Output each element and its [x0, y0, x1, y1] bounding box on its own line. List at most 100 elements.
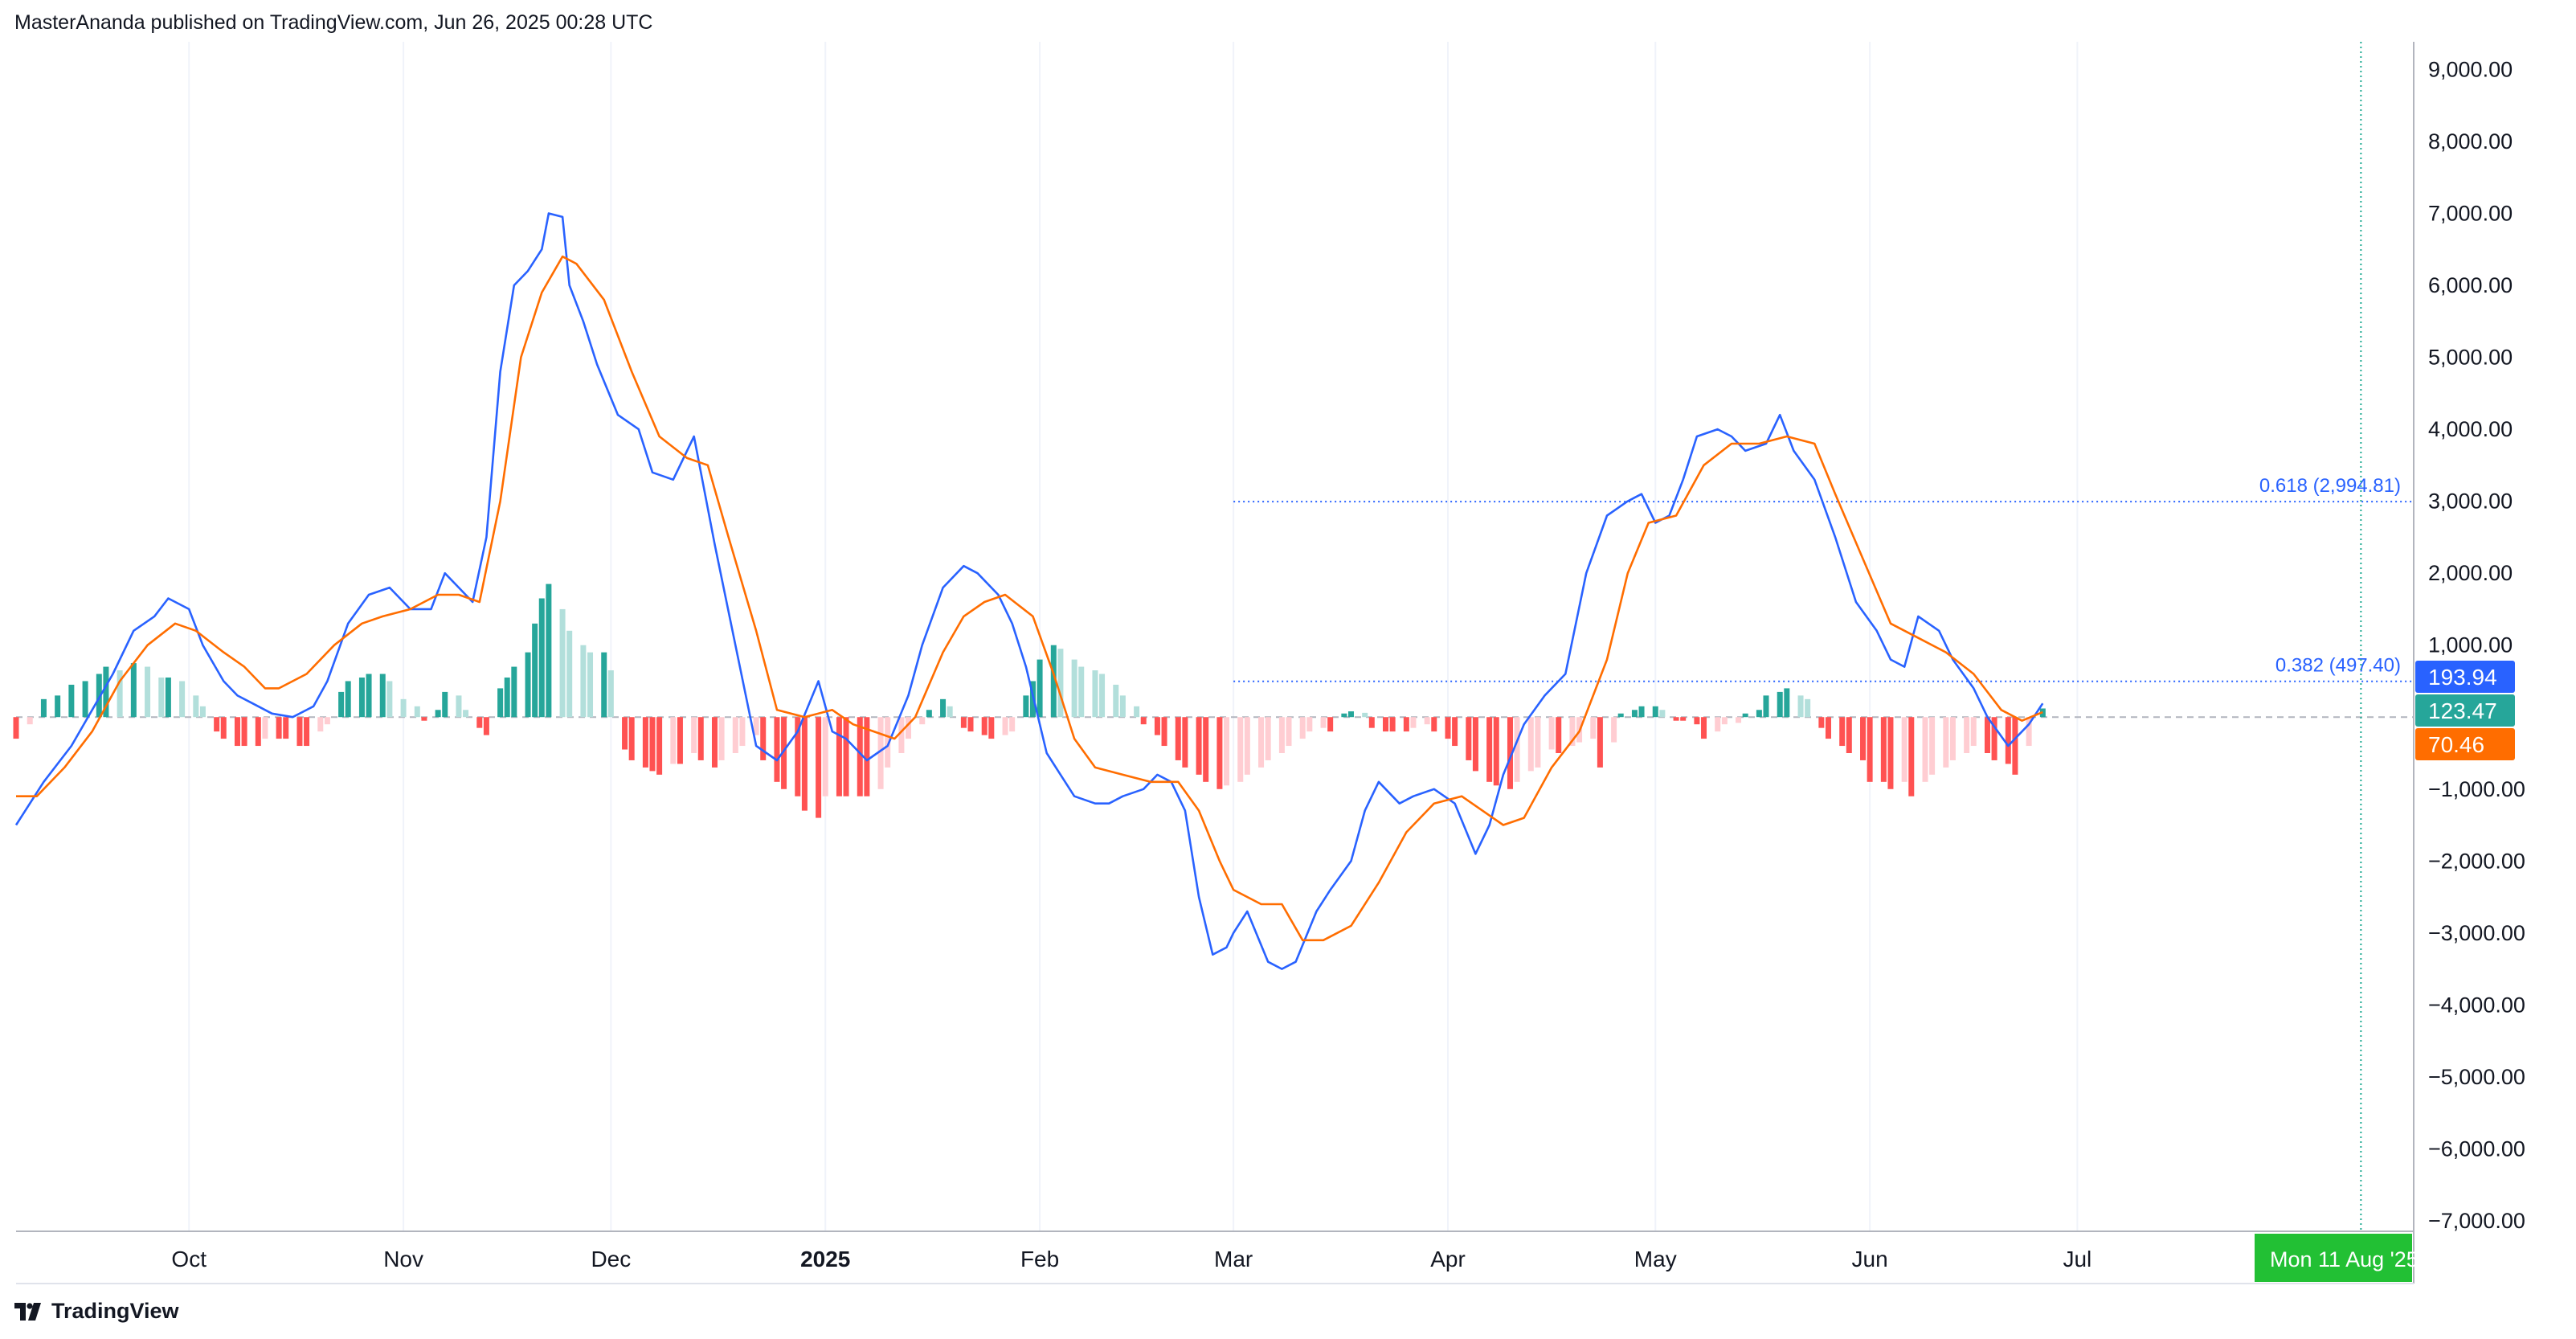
crosshair-date-badge: [2255, 1234, 2412, 1282]
x-tick-label: Oct: [171, 1247, 206, 1271]
histogram-bar: [193, 695, 199, 718]
y-tick-label: −5,000.00: [2428, 1065, 2525, 1089]
histogram-bar: [1736, 717, 1742, 723]
histogram-bar: [760, 717, 767, 760]
histogram-bar: [386, 681, 393, 718]
x-tick-label: May: [1634, 1247, 1677, 1271]
histogram-bar: [1694, 717, 1700, 725]
histogram-bar: [1327, 717, 1334, 732]
axes: [16, 42, 2414, 1284]
histogram-bar: [1258, 717, 1265, 768]
tradingview-footer[interactable]: TradingView: [14, 1299, 179, 1324]
histogram-bar: [587, 652, 594, 718]
histogram-bar: [1839, 717, 1846, 747]
histogram-bar: [400, 698, 407, 718]
y-tick-label: 3,000.00: [2428, 489, 2513, 514]
histogram-bar: [414, 706, 420, 718]
histogram-bar: [670, 717, 677, 764]
histogram-bar: [214, 717, 220, 732]
histogram-bar: [1237, 717, 1244, 782]
fib-level-label: 0.382 (497.40): [2275, 655, 2401, 677]
histogram-bar: [1493, 717, 1499, 786]
histogram-bar: [220, 717, 227, 739]
histogram-bar: [55, 695, 61, 718]
y-tick-label: 9,000.00: [2428, 57, 2513, 81]
histogram-bar: [906, 717, 912, 739]
histogram-bar: [1466, 717, 1472, 760]
histogram-bar: [1119, 695, 1126, 718]
histogram-bar: [546, 584, 552, 718]
histogram-bar: [1347, 711, 1354, 718]
histogram-bar: [1797, 695, 1804, 718]
x-tick-label: 2025: [800, 1247, 850, 1271]
price-badge: [2415, 661, 2515, 693]
histogram-bar: [940, 698, 947, 718]
histogram-bar: [622, 717, 628, 750]
histogram-bar: [1742, 713, 1748, 718]
histogram-bar: [877, 717, 884, 789]
histogram-bar: [739, 717, 746, 747]
histogram-bar: [919, 717, 926, 725]
x-tick-label: Jul: [2063, 1247, 2091, 1271]
crosshair: Mon 11 Aug '25: [2255, 42, 2419, 1282]
histogram-bar: [2012, 717, 2018, 775]
histogram-bar: [691, 717, 697, 753]
histogram-bar: [1368, 717, 1375, 728]
price-badge-label: 70.46: [2428, 732, 2484, 757]
histogram-bar: [677, 717, 683, 764]
x-tick-label: Apr: [1430, 1247, 1466, 1271]
histogram-bar: [898, 717, 905, 753]
fibonacci-levels: 0.618 (2,994.81) 0.382 (497.40): [1233, 475, 2414, 682]
y-tick-label: 7,000.00: [2428, 201, 2513, 225]
histogram-bar: [1383, 717, 1389, 732]
histogram-bar: [1880, 717, 1887, 782]
histogram-bar: [296, 717, 303, 747]
signal-line: [16, 255, 2043, 942]
histogram-bar: [1341, 713, 1347, 718]
histogram-bar: [345, 681, 351, 718]
histogram-bar: [1887, 717, 1894, 789]
histogram-bar: [1514, 717, 1520, 782]
histogram-bar: [1701, 717, 1707, 739]
histogram-bar: [1452, 717, 1458, 747]
histogram-bar: [1431, 717, 1437, 732]
histogram-bar: [1949, 717, 1956, 760]
histogram-bar: [1846, 717, 1852, 753]
histogram-bar: [753, 717, 759, 735]
histogram-bar: [1203, 717, 1209, 782]
histogram-bar: [857, 717, 863, 796]
histogram-bar: [1175, 717, 1181, 760]
histogram-bar: [1590, 717, 1597, 739]
histogram-bar: [1673, 717, 1679, 721]
histogram-bar: [532, 623, 538, 718]
histogram-bar: [947, 706, 953, 718]
histogram-bar: [1805, 698, 1811, 718]
histogram: [13, 584, 2046, 818]
histogram-bar: [1224, 717, 1230, 786]
histogram-bar: [967, 717, 974, 732]
histogram-bar: [1715, 717, 1721, 732]
histogram-bar: [580, 645, 587, 718]
histogram-bar: [1424, 717, 1430, 725]
x-tick-label: Mar: [1214, 1247, 1253, 1271]
histogram-bar: [1825, 717, 1831, 739]
histogram-bar: [781, 717, 787, 789]
histogram-bar: [1721, 717, 1728, 725]
histogram-bar: [442, 691, 448, 718]
histogram-bar: [1922, 717, 1928, 782]
histogram-bar: [145, 666, 151, 718]
histogram-bar: [981, 717, 987, 735]
histogram-bar: [538, 598, 545, 718]
histogram-bar: [1548, 717, 1555, 750]
histogram-bar: [801, 717, 808, 811]
histogram-bar: [504, 677, 510, 718]
histogram-bar: [1631, 710, 1638, 718]
histogram-bar: [358, 677, 365, 718]
histogram-bar: [276, 717, 282, 739]
histogram-bar: [1784, 688, 1790, 718]
histogram-bar: [1867, 717, 1873, 782]
histogram-bar: [1410, 717, 1417, 728]
histogram-bar: [1009, 717, 1016, 732]
histogram-bar: [1680, 717, 1687, 721]
